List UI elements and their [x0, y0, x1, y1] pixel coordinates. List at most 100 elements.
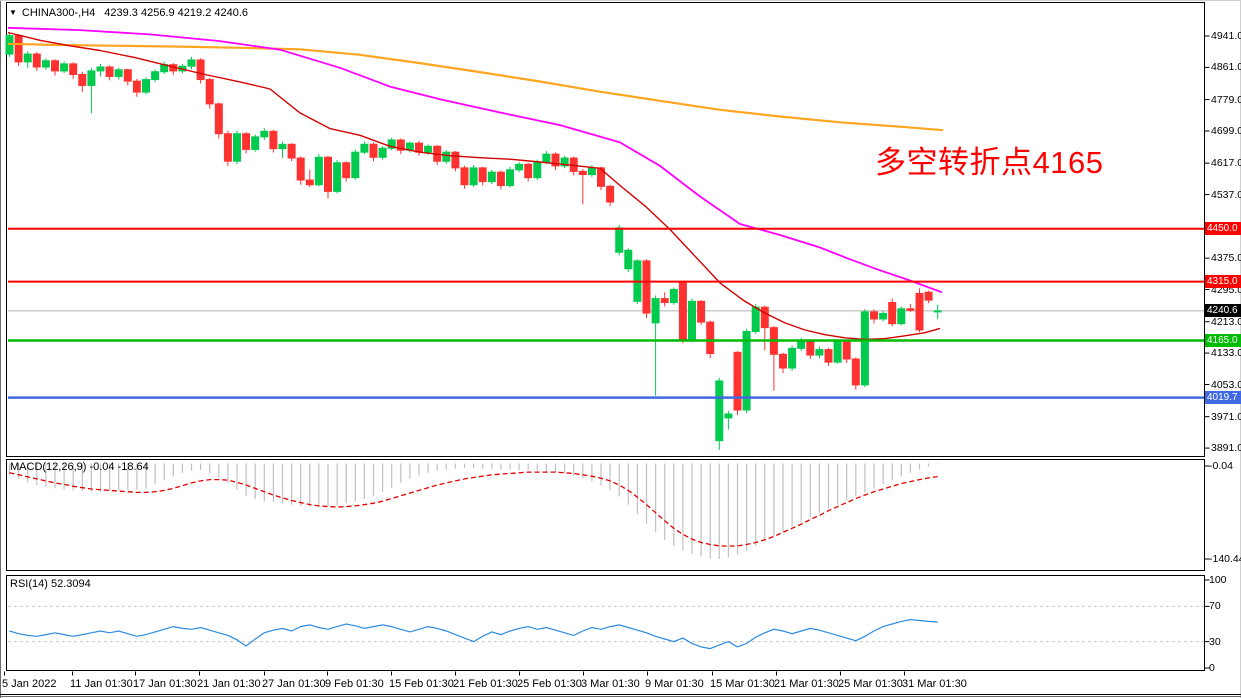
- candle: [669, 289, 678, 303]
- candle: [460, 167, 469, 186]
- candle: [451, 151, 460, 169]
- candle: [260, 130, 269, 138]
- candle: [760, 306, 769, 329]
- candle: [223, 133, 232, 162]
- candle: [851, 358, 860, 386]
- time-axis-label: 17 Jan 01:30: [133, 678, 197, 690]
- price-level-tag: 4019.7: [1205, 391, 1241, 405]
- candle: [269, 130, 278, 150]
- candle: [833, 341, 842, 363]
- macd-indicator-label: MACD(12,26,9) -0.04 -18.64: [10, 461, 149, 473]
- candle: [715, 380, 724, 442]
- candle: [533, 161, 542, 179]
- candle: [933, 310, 942, 313]
- time-axis-label: 25 Feb 01:30: [517, 678, 582, 690]
- trend-annotation-text: 多空转折点4165: [875, 145, 1104, 180]
- price-axis-label: 4941.0: [1211, 30, 1241, 42]
- candle: [242, 133, 251, 150]
- candle: [897, 308, 906, 325]
- candle: [742, 331, 751, 411]
- candle: [469, 167, 478, 186]
- price-level-tag: 4165.0: [1205, 334, 1241, 348]
- candle: [287, 143, 296, 159]
- time-axis-label: 31 Mar 01:30: [902, 678, 967, 690]
- candle: [14, 35, 23, 63]
- candle: [333, 162, 342, 192]
- price-axis-label: 4053.0: [1211, 378, 1241, 391]
- candle: [396, 139, 405, 151]
- candle: [251, 136, 260, 150]
- candle: [351, 151, 360, 179]
- price-axis-label: 4779.0: [1211, 93, 1241, 106]
- price-axis-label: 4133.0: [1211, 347, 1241, 360]
- candle: [642, 260, 651, 314]
- candle: [41, 60, 50, 68]
- ma-slow-orange: [7, 42, 944, 132]
- candle: [424, 145, 433, 153]
- candle: [842, 341, 851, 360]
- candle: [788, 347, 797, 369]
- price-level-tag: 4450.0: [1205, 222, 1241, 236]
- candle: [924, 291, 933, 301]
- candle: [506, 169, 514, 187]
- candle: [915, 292, 924, 331]
- candle: [706, 321, 715, 355]
- ohlc-readout: 4239.3 4256.9 4219.2 4240.6: [104, 7, 249, 19]
- candle: [96, 66, 105, 72]
- candle: [615, 227, 624, 253]
- price-axis-label: 4537.0: [1211, 188, 1241, 201]
- time-axis-label: 21 Jan 01:30: [197, 678, 261, 690]
- candle: [906, 308, 915, 311]
- candle: [369, 143, 378, 158]
- candle: [870, 311, 878, 320]
- candle: [23, 53, 32, 63]
- candle: [496, 171, 505, 187]
- symbol-timeframe-label: CHINA300-,H4: [21, 7, 96, 19]
- symbol-dropdown-icon[interactable]: ▼: [9, 8, 17, 17]
- price-axis-label: 3891.0: [1211, 442, 1241, 455]
- candle: [606, 185, 615, 203]
- candle: [105, 66, 114, 77]
- candle: [387, 139, 396, 149]
- time-axis-label: 9 Mar 01:30: [645, 678, 704, 690]
- candle: [78, 73, 87, 86]
- time-axis-label: 21 Feb 01:30: [453, 678, 518, 690]
- candle: [524, 163, 533, 179]
- time-axis-label: 21 Mar 01:30: [774, 678, 839, 690]
- candle: [860, 311, 869, 386]
- candle: [815, 349, 824, 356]
- time-axis-label: 3 Mar 01:30: [581, 678, 640, 690]
- candle: [660, 298, 669, 303]
- candle: [378, 147, 387, 158]
- rsi-axis-label: 70: [1209, 600, 1221, 613]
- candle: [151, 71, 160, 81]
- candle: [187, 59, 196, 67]
- candle: [578, 170, 587, 176]
- time-axis-label: 5 Jan 2022: [2, 678, 57, 690]
- candle: [123, 69, 132, 82]
- price-axis-label: 4617.0: [1211, 157, 1241, 170]
- candle: [560, 157, 569, 167]
- candle: [342, 162, 351, 179]
- candle: [678, 281, 687, 342]
- candle: [87, 70, 96, 86]
- ma-fast-red: [7, 31, 941, 341]
- candle: [32, 53, 41, 68]
- candle: [824, 349, 833, 363]
- candle: [724, 413, 733, 419]
- candle: [597, 167, 605, 187]
- candle: [305, 179, 314, 186]
- candle: [487, 171, 496, 183]
- price-level-tag: 4315.0: [1205, 275, 1241, 289]
- candle: [624, 249, 633, 270]
- candle: [196, 59, 205, 81]
- chart-header: ▼ CHINA300-,H4 4239.3 4256.9 4219.2 4240.6: [9, 7, 248, 19]
- candle: [551, 153, 560, 167]
- rsi-axis-label: 0: [1209, 662, 1215, 674]
- time-axis-label: 11 Jan 01:30: [70, 678, 133, 690]
- rsi-axis-label: 30: [1209, 635, 1221, 648]
- time-axis-label: 15 Feb 01:30: [389, 678, 454, 690]
- candle: [60, 63, 69, 72]
